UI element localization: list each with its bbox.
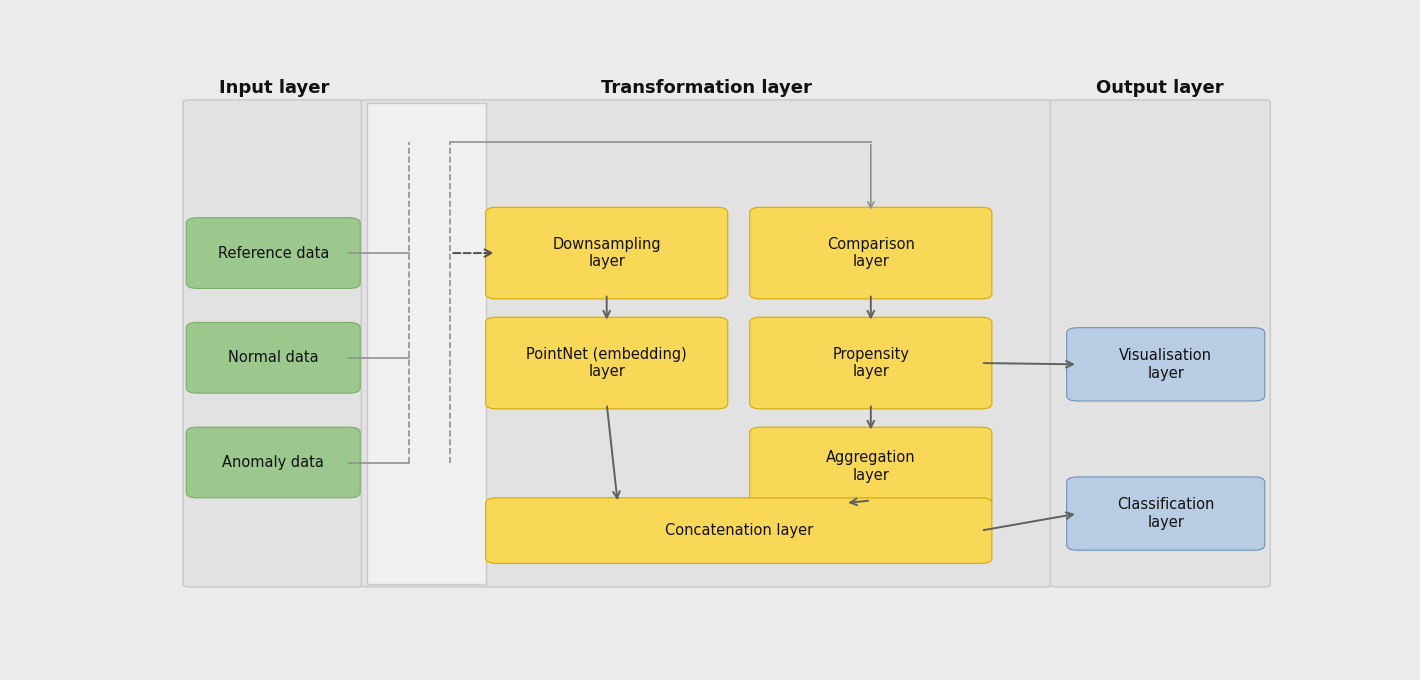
FancyBboxPatch shape xyxy=(750,207,991,299)
FancyBboxPatch shape xyxy=(486,317,728,409)
FancyBboxPatch shape xyxy=(186,427,361,498)
FancyBboxPatch shape xyxy=(1051,100,1271,587)
Text: Anomaly data: Anomaly data xyxy=(223,455,324,470)
Text: Normal data: Normal data xyxy=(229,350,318,365)
Text: Comparison
layer: Comparison layer xyxy=(826,237,914,269)
FancyBboxPatch shape xyxy=(186,218,361,288)
Text: Reference data: Reference data xyxy=(217,245,329,260)
Text: Input layer: Input layer xyxy=(219,80,329,97)
FancyBboxPatch shape xyxy=(750,317,991,409)
Text: Propensity
layer: Propensity layer xyxy=(832,347,909,379)
FancyBboxPatch shape xyxy=(366,103,486,584)
FancyBboxPatch shape xyxy=(361,100,1052,587)
Text: Downsampling
layer: Downsampling layer xyxy=(552,237,660,269)
Text: Concatenation layer: Concatenation layer xyxy=(665,523,812,538)
Text: Transformation layer: Transformation layer xyxy=(602,80,812,97)
Text: PointNet (embedding)
layer: PointNet (embedding) layer xyxy=(527,347,687,379)
Text: Output layer: Output layer xyxy=(1096,80,1224,97)
Text: Classification
layer: Classification layer xyxy=(1118,497,1214,530)
Text: Visualisation
layer: Visualisation layer xyxy=(1119,348,1213,381)
FancyBboxPatch shape xyxy=(186,322,361,393)
FancyBboxPatch shape xyxy=(486,498,991,563)
FancyBboxPatch shape xyxy=(183,100,365,587)
FancyBboxPatch shape xyxy=(1066,328,1265,401)
Text: Aggregation
layer: Aggregation layer xyxy=(826,450,916,483)
FancyBboxPatch shape xyxy=(750,427,991,506)
FancyBboxPatch shape xyxy=(486,207,728,299)
FancyBboxPatch shape xyxy=(1066,477,1265,550)
